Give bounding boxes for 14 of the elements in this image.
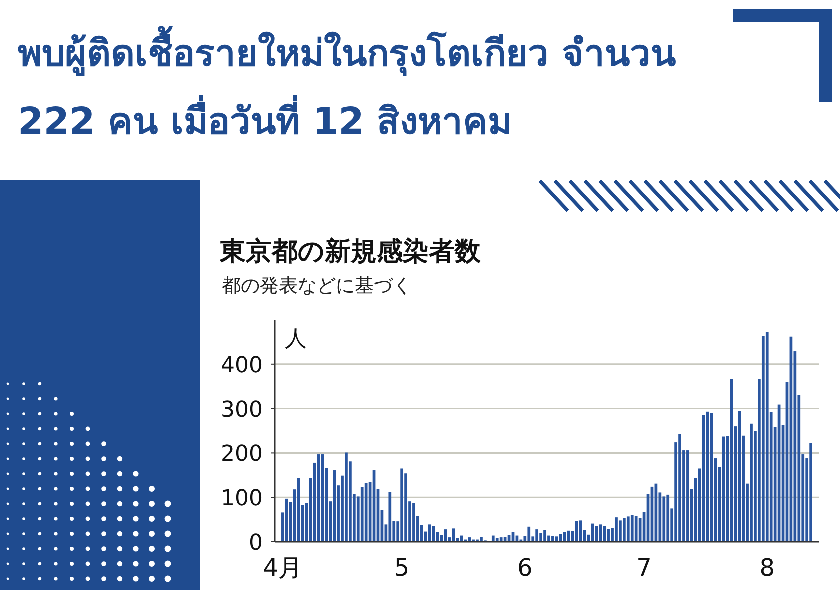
x-tick-label: 5 bbox=[394, 554, 410, 582]
y-tick-label: 100 bbox=[221, 486, 263, 512]
x-tick-label: 7 bbox=[636, 554, 652, 582]
chart-subtitle: 東京都の新規感染者数 bbox=[219, 237, 482, 267]
x-tick-label: 8 bbox=[760, 554, 776, 582]
y-tick-label: 400 bbox=[221, 353, 263, 378]
y-tick-label: 200 bbox=[221, 442, 263, 468]
x-tick-label: 4月 bbox=[263, 554, 303, 582]
y-tick-label: 300 bbox=[221, 398, 263, 423]
y-axis-title: 人 bbox=[285, 327, 307, 352]
chart-title: พบผู้ติดเชื้อรายใหม่ในกรุงโตเกียว จำนวน 222 คน เมื่อวันที่ 12 สิงหาคม bbox=[18, 25, 677, 145]
text: 都の発表などに基づく bbox=[222, 275, 412, 297]
x-tick-label: 6 bbox=[518, 554, 533, 582]
y-tick-label: 0 bbox=[249, 531, 263, 556]
